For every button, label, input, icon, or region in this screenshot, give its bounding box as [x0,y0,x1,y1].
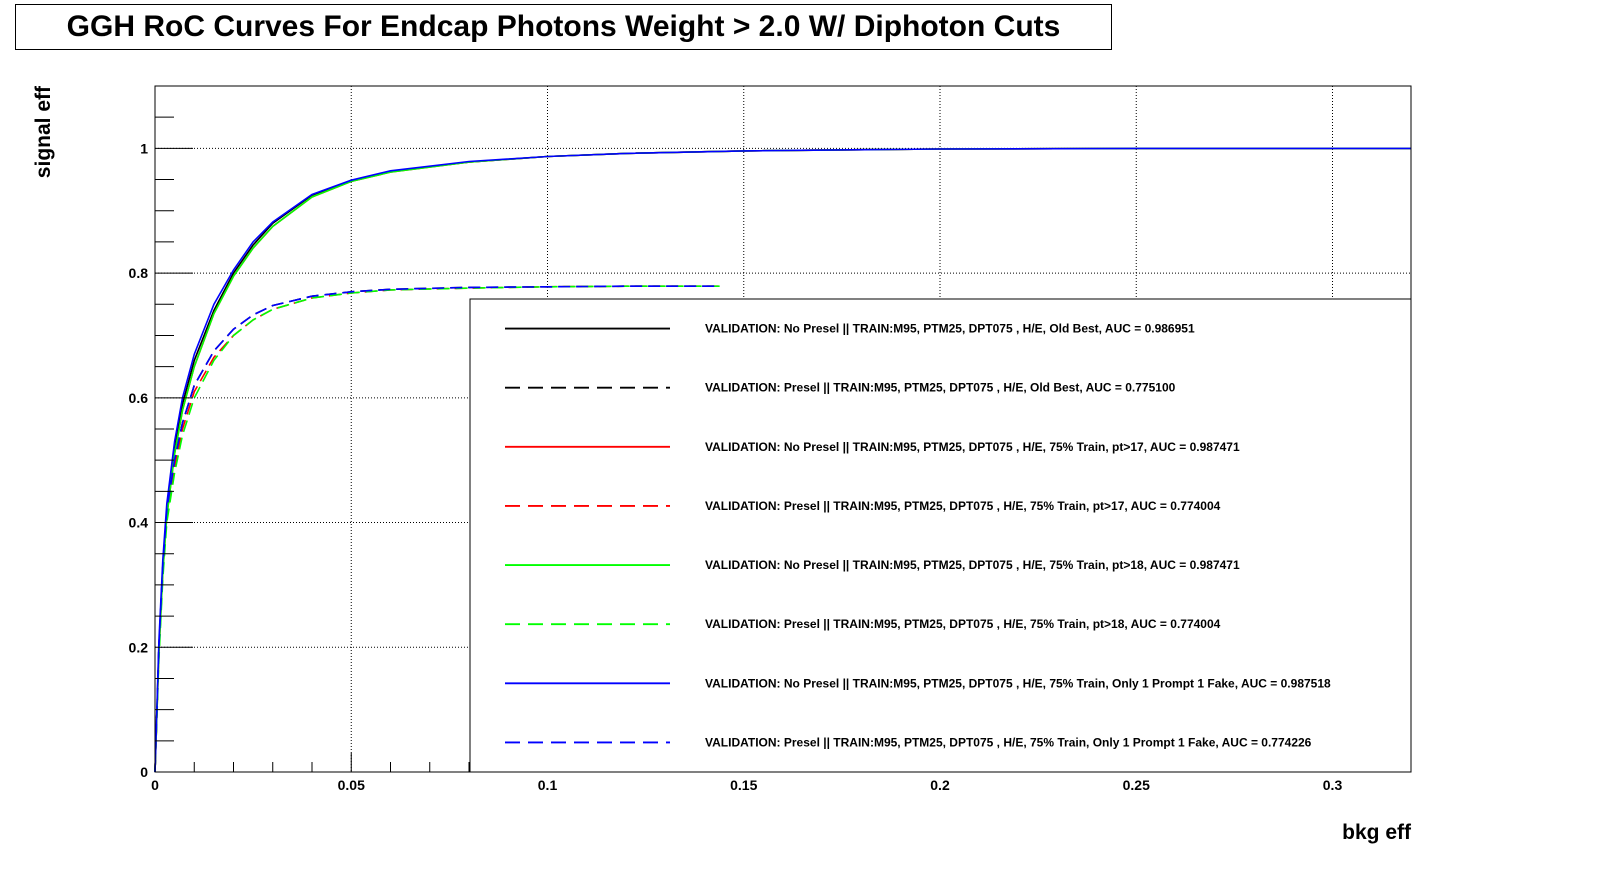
chart-title: GGH RoC Curves For Endcap Photons Weight… [66,10,1061,43]
x-tick-label: 0.2 [930,777,950,793]
legend-entry-2: VALIDATION: Presel || TRAIN:M95, PTM25, … [705,381,1176,395]
x-tick-label: 0.05 [338,777,365,793]
series-layer [154,147,1411,773]
x-tick-label: 0.3 [1323,777,1343,793]
legend-entry-7: VALIDATION: No Presel || TRAIN:M95, PTM2… [705,676,1331,690]
legend-entry-4: VALIDATION: Presel || TRAIN:M95, PTM25, … [705,499,1221,513]
legend-box [469,298,1412,773]
y-axis-label: signal eff [32,85,55,178]
legend: VALIDATION: No Presel || TRAIN:M95, PTM2… [469,298,1412,773]
y-tick-label: 0 [140,764,148,780]
chart-title-box: GGH RoC Curves For Endcap Photons Weight… [15,4,1112,50]
tick-label-layer: 0 0.05 0.1 0.15 0.2 0.25 0.3 0 0.2 0.4 0.6 0.8 1 [129,140,1343,793]
y-tick-label: 0.2 [129,639,149,655]
x-tick-label: 0.15 [730,777,757,793]
legend-entry-5: VALIDATION: No Presel || TRAIN:M95, PTM2… [705,558,1240,572]
x-tick-label: 0 [151,777,159,793]
series-line-8 [154,285,721,773]
y-tick-label: 1 [140,140,148,156]
legend-entry-3: VALIDATION: No Presel || TRAIN:M95, PTM2… [705,440,1240,454]
series-line-6 [154,285,721,773]
legend-entry-6: VALIDATION: Presel || TRAIN:M95, PTM25, … [705,617,1221,631]
legend-entry-1: VALIDATION: No Presel || TRAIN:M95, PTM2… [705,322,1195,336]
x-axis-label: bkg eff [1342,821,1412,844]
x-tick-label: 0.25 [1123,777,1150,793]
y-tick-label: 0.8 [129,265,149,281]
series-line-7 [154,147,1411,773]
legend-entry-8: VALIDATION: Presel || TRAIN:M95, PTM25, … [705,735,1312,749]
y-tick-label: 0.4 [129,515,149,531]
y-tick-label: 0.6 [129,390,149,406]
x-tick-label: 0.1 [538,777,558,793]
